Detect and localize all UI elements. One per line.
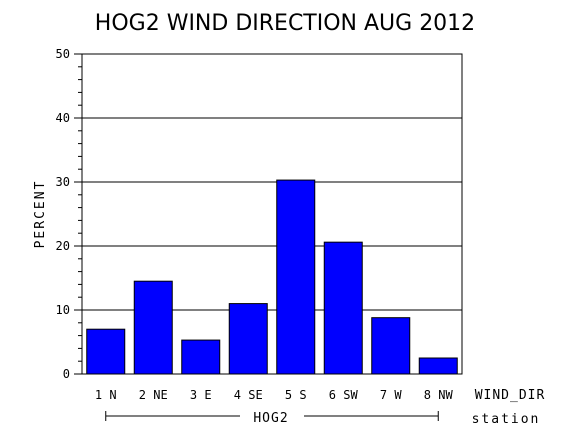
y-tick-label: 40 (56, 111, 70, 125)
x-tick-label: 4 SE (234, 388, 263, 402)
y-tick-label: 10 (56, 303, 70, 317)
bar-1-n (86, 328, 126, 375)
x-tick-label: 7 W (380, 388, 402, 402)
y-axis: 0 10 20 30 40 50 (56, 47, 82, 381)
y-axis-label: PERCENT (33, 180, 48, 249)
x-tick-label: 3 E (190, 388, 212, 402)
grid-lines (82, 117, 462, 311)
x-tick-label: 8 NW (424, 388, 454, 402)
x-tick-label: 5 S (285, 388, 307, 402)
chart-title: HOG2 WIND DIRECTION AUG 2012 (95, 11, 475, 36)
y-tick-label: 30 (56, 175, 70, 189)
bar-3-e (181, 339, 221, 375)
bars (86, 179, 458, 375)
bar-8-nw (418, 357, 458, 375)
bar-7-w (371, 317, 411, 375)
x-tick-label: 2 NE (139, 388, 168, 402)
group-label: HOG2 (253, 411, 288, 426)
group-axis-label: station (472, 412, 541, 427)
y-tick-label: 50 (56, 47, 70, 61)
x-axis: 1 N 2 NE 3 E 4 SE 5 S 6 SW 7 W 8 NW (95, 388, 454, 402)
group-axis (105, 411, 439, 421)
bar-4-se (228, 303, 268, 375)
x-tick-label: 6 SW (329, 388, 359, 402)
y-tick-label: 20 (56, 239, 70, 253)
y-tick-label: 0 (63, 367, 70, 381)
plot-frame (81, 53, 463, 375)
x-axis-label: WIND_DIR (475, 388, 546, 403)
bar-6-sw (323, 241, 363, 375)
bar-5-s (276, 179, 316, 375)
bar-2-ne (133, 280, 173, 375)
x-tick-label: 1 N (95, 388, 117, 402)
